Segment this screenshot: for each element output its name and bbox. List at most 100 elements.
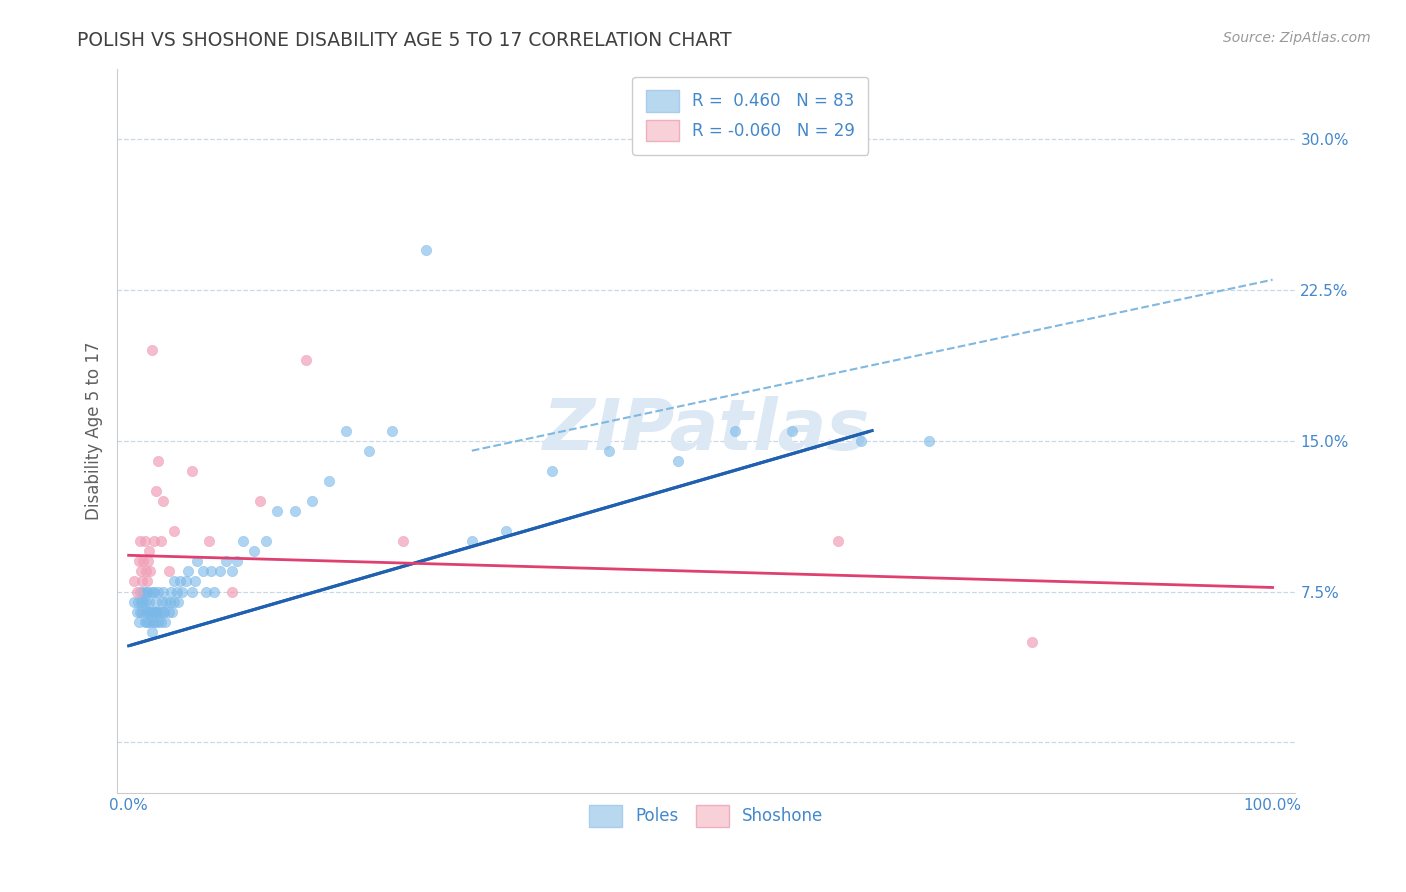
Point bbox=[191, 565, 214, 579]
Point bbox=[318, 474, 340, 488]
Text: ZIPatlas: ZIPatlas bbox=[543, 396, 870, 465]
Point bbox=[221, 565, 243, 579]
Point bbox=[129, 565, 152, 579]
Point bbox=[138, 615, 160, 629]
Point bbox=[135, 584, 157, 599]
Point bbox=[180, 584, 202, 599]
Point bbox=[301, 494, 323, 508]
Point bbox=[124, 594, 146, 608]
Point bbox=[598, 443, 620, 458]
Point bbox=[461, 534, 484, 549]
Point bbox=[145, 594, 167, 608]
Point bbox=[145, 483, 167, 498]
Point bbox=[135, 565, 157, 579]
Point bbox=[138, 544, 160, 558]
Point bbox=[415, 243, 437, 257]
Point bbox=[195, 584, 218, 599]
Point bbox=[141, 343, 163, 358]
Point bbox=[266, 504, 288, 518]
Point bbox=[128, 554, 150, 568]
Point bbox=[295, 353, 318, 368]
Point bbox=[249, 494, 271, 508]
Point bbox=[157, 565, 180, 579]
Point bbox=[142, 584, 165, 599]
Point bbox=[155, 615, 177, 629]
Point bbox=[145, 605, 167, 619]
Point bbox=[134, 615, 156, 629]
Point bbox=[129, 594, 152, 608]
Point bbox=[131, 605, 153, 619]
Point bbox=[142, 615, 165, 629]
Point bbox=[180, 464, 202, 478]
Point bbox=[148, 615, 170, 629]
Point bbox=[163, 524, 186, 538]
Point bbox=[135, 605, 157, 619]
Point bbox=[146, 605, 169, 619]
Text: Source: ZipAtlas.com: Source: ZipAtlas.com bbox=[1223, 31, 1371, 45]
Point bbox=[148, 584, 170, 599]
Point bbox=[827, 534, 849, 549]
Point bbox=[918, 434, 941, 448]
Point bbox=[141, 624, 163, 639]
Point bbox=[243, 544, 266, 558]
Point bbox=[135, 594, 157, 608]
Point bbox=[174, 574, 197, 589]
Point bbox=[148, 605, 170, 619]
Point bbox=[124, 574, 146, 589]
Point bbox=[152, 605, 174, 619]
Point bbox=[136, 615, 159, 629]
Point bbox=[254, 534, 277, 549]
Point bbox=[150, 594, 173, 608]
Point bbox=[204, 584, 226, 599]
Point bbox=[200, 565, 222, 579]
Point bbox=[209, 565, 232, 579]
Point bbox=[138, 594, 160, 608]
Point bbox=[184, 574, 207, 589]
Legend: Poles, Shoshone: Poles, Shoshone bbox=[581, 797, 832, 835]
Point bbox=[666, 454, 689, 468]
Point bbox=[142, 534, 165, 549]
Point bbox=[335, 424, 357, 438]
Point bbox=[139, 565, 162, 579]
Point bbox=[177, 565, 200, 579]
Point bbox=[136, 574, 159, 589]
Point bbox=[849, 434, 872, 448]
Point bbox=[136, 554, 159, 568]
Point bbox=[160, 584, 183, 599]
Point bbox=[139, 605, 162, 619]
Point bbox=[163, 574, 186, 589]
Point bbox=[283, 504, 305, 518]
Point bbox=[142, 605, 165, 619]
Point bbox=[134, 534, 156, 549]
Point bbox=[160, 605, 183, 619]
Point bbox=[186, 554, 208, 568]
Point bbox=[132, 594, 155, 608]
Point bbox=[148, 454, 170, 468]
Point bbox=[163, 594, 186, 608]
Point bbox=[136, 584, 159, 599]
Point bbox=[128, 615, 150, 629]
Point bbox=[166, 594, 188, 608]
Point bbox=[232, 534, 254, 549]
Text: POLISH VS SHOSHONE DISABILITY AGE 5 TO 17 CORRELATION CHART: POLISH VS SHOSHONE DISABILITY AGE 5 TO 1… bbox=[77, 31, 733, 50]
Point bbox=[221, 584, 243, 599]
Point bbox=[159, 594, 181, 608]
Point bbox=[125, 584, 148, 599]
Point bbox=[157, 605, 180, 619]
Point bbox=[1021, 634, 1043, 648]
Point bbox=[724, 424, 747, 438]
Point bbox=[141, 584, 163, 599]
Point bbox=[131, 574, 153, 589]
Point bbox=[132, 584, 155, 599]
Point bbox=[129, 584, 152, 599]
Point bbox=[215, 554, 238, 568]
Point bbox=[153, 605, 176, 619]
Point bbox=[155, 594, 177, 608]
Point bbox=[129, 605, 152, 619]
Point bbox=[172, 584, 194, 599]
Point bbox=[381, 424, 404, 438]
Point bbox=[125, 605, 148, 619]
Point bbox=[127, 594, 149, 608]
Point bbox=[132, 554, 155, 568]
Point bbox=[780, 424, 803, 438]
